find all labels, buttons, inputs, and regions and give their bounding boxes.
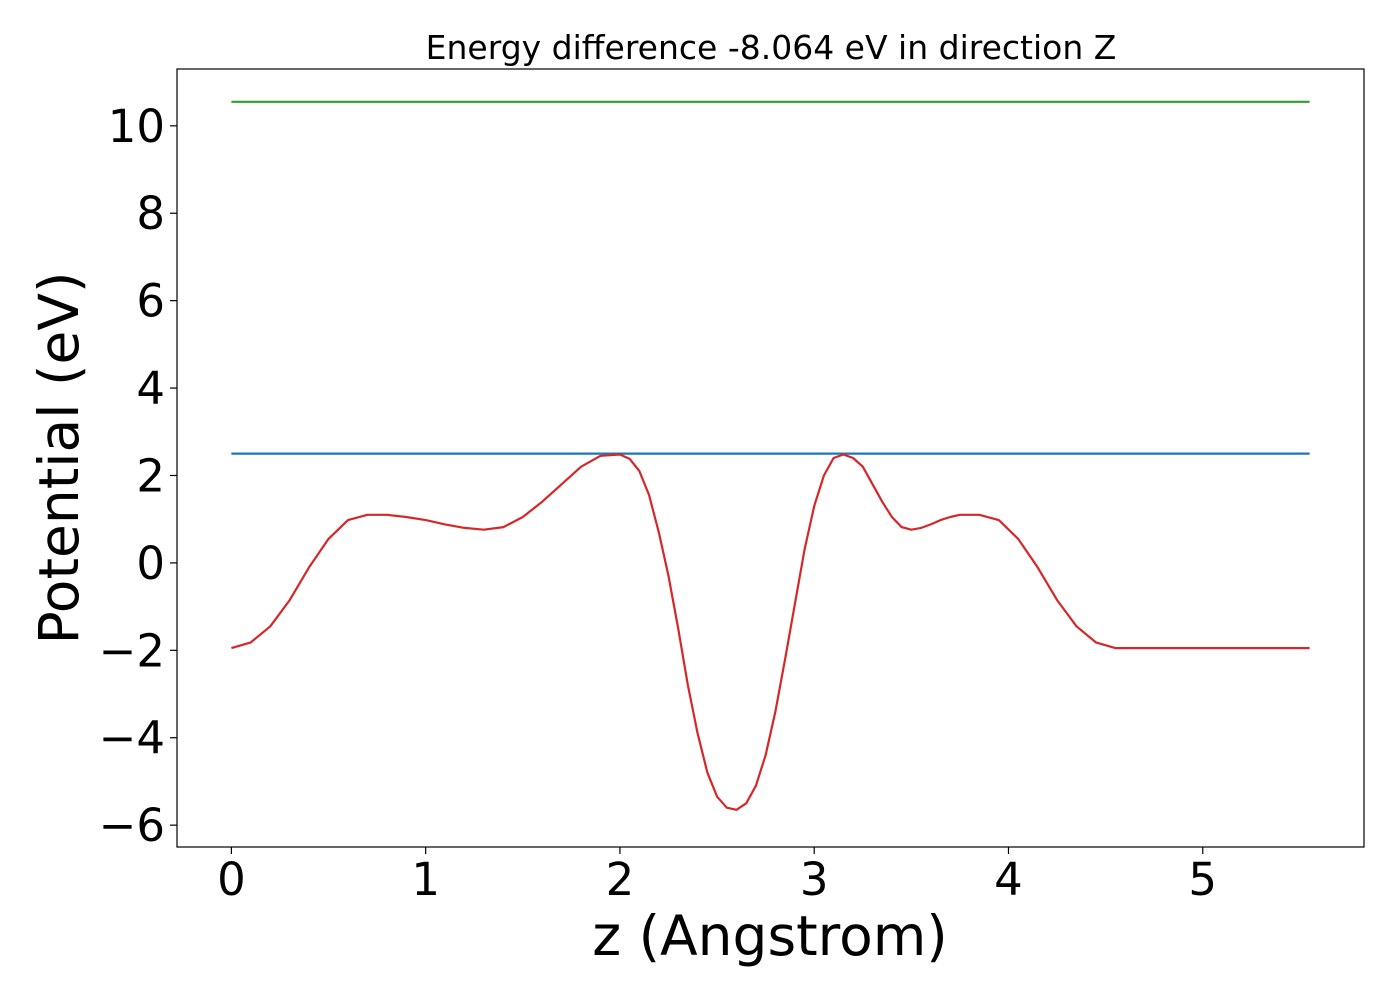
y-tick-label: 0 — [136, 537, 165, 590]
plot-area — [231, 100, 1310, 811]
x-tick-label: 4 — [994, 853, 1023, 906]
y-tick-label: 8 — [136, 187, 165, 240]
y-axis: −6 −4 −2 0 2 4 6 8 10 — [99, 100, 177, 852]
x-axis-label: z (Angstrom) — [592, 904, 948, 968]
x-tick-label: 0 — [217, 853, 246, 906]
y-tick-label: −6 — [99, 799, 165, 852]
y-tick-label: 4 — [136, 362, 165, 415]
chart-title: Energy difference -8.064 eV in direction… — [426, 28, 1117, 67]
y-tick-label: 10 — [108, 100, 165, 153]
x-tick-label: 5 — [1188, 853, 1217, 906]
x-tick-label: 3 — [800, 853, 829, 906]
series-line-2 — [231, 453, 1310, 811]
y-tick-label: −4 — [99, 712, 165, 765]
x-tick-label: 1 — [411, 853, 440, 906]
y-axis-label: Potential (eV) — [27, 272, 91, 645]
y-tick-label: 6 — [136, 275, 165, 328]
x-axis: 0 1 2 3 4 5 — [217, 847, 1217, 906]
y-tick-label: −2 — [99, 624, 165, 677]
x-tick-label: 2 — [606, 853, 635, 906]
y-tick-label: 2 — [136, 449, 165, 502]
plot-frame — [176, 68, 1365, 848]
